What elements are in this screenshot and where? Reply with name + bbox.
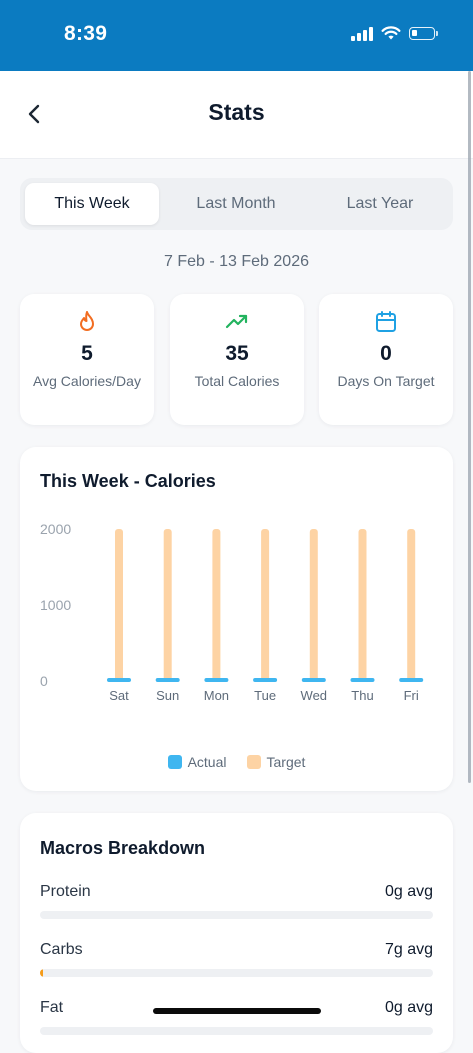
x-tick-label: Thu (351, 688, 373, 703)
app-header: Stats (0, 71, 473, 159)
stat-value: 5 (81, 342, 93, 365)
status-bar: 8:39 (0, 0, 473, 71)
actual-bar (253, 678, 278, 682)
target-bar (407, 529, 416, 681)
stat-card-days-on-target: 0 Days On Target (319, 294, 453, 425)
x-tick-label: Sat (109, 688, 129, 703)
flame-icon (80, 311, 94, 331)
chart-title: This Week - Calories (40, 471, 216, 491)
status-time: 8:39 (64, 22, 108, 45)
page-title: Stats (208, 99, 265, 125)
status-icons (351, 25, 438, 41)
legend-swatch-target (246, 755, 261, 769)
legend-swatch-actual (167, 755, 182, 769)
trending-up-icon (225, 314, 248, 329)
macros-title: Macros Breakdown (40, 838, 206, 858)
legend-label-actual: Actual (187, 754, 227, 770)
stat-label: Total Calories (194, 373, 280, 389)
actual-bar (204, 678, 229, 682)
y-tick-label: 1000 (40, 597, 71, 613)
x-tick-label: Mon (204, 688, 229, 703)
macro-progress-track (40, 969, 433, 977)
legend-label-target: Target (266, 754, 306, 770)
target-bar (309, 529, 318, 681)
battery-icon (409, 26, 438, 40)
tab-this-week[interactable]: This Week (25, 183, 159, 225)
scrollbar[interactable] (468, 71, 471, 783)
legend-item-actual: Actual (167, 754, 227, 770)
back-arrow-icon[interactable] (22, 101, 48, 127)
macro-name: Fat (40, 999, 64, 1016)
actual-bar (155, 678, 180, 682)
macro-amount: 7g avg (384, 941, 433, 958)
target-bar (163, 529, 172, 681)
macro-progress-fill (40, 969, 43, 977)
y-tick-label: 2000 (40, 521, 71, 537)
stat-label: Days On Target (337, 373, 435, 389)
stat-value: 35 (225, 342, 249, 365)
actual-bar (350, 678, 375, 682)
chart-legend: Actual Target (20, 754, 453, 770)
stat-label: Avg Calories/Day (33, 373, 141, 389)
x-tick-label: Fri (404, 688, 419, 703)
macro-amount: 0g avg (384, 883, 433, 900)
tab-last-year[interactable]: Last Year (346, 195, 414, 212)
period-tabs: This Week Last Month Last Year (20, 178, 453, 230)
y-tick-label: 0 (40, 673, 48, 689)
stat-card-total-calories: 35 Total Calories (170, 294, 304, 425)
macro-name: Carbs (40, 941, 83, 958)
macro-progress-track (40, 911, 433, 919)
target-bar (115, 529, 123, 681)
calories-bar-chart: 2000 1000 0 Sat Sun Mon Tue Wed Thu Fri (40, 521, 424, 703)
legend-item-target: Target (246, 754, 306, 770)
target-bar (358, 529, 367, 681)
x-tick-label: Tue (254, 688, 276, 703)
actual-bar (301, 678, 326, 682)
macro-amount: 0g avg (384, 999, 433, 1016)
wifi-icon (381, 25, 401, 39)
macros-card: Macros Breakdown Protein 0g avg Carbs 7g… (20, 813, 453, 1053)
macro-progress-track (40, 1027, 433, 1035)
calories-chart-card: This Week - Calories 2000 1000 0 Sat Sun Mon T… (20, 447, 453, 791)
date-range: 7 Feb - 13 Feb 2026 (164, 253, 309, 270)
tab-last-month[interactable]: Last Month (196, 195, 276, 212)
target-bar (261, 529, 270, 681)
stat-value: 0 (380, 342, 392, 365)
cellular-signal-icon (351, 25, 373, 41)
x-tick-label: Wed (301, 688, 328, 703)
target-bar (212, 529, 221, 681)
actual-bar (399, 678, 424, 682)
actual-bar (107, 678, 131, 682)
home-indicator[interactable] (153, 1008, 321, 1014)
calendar-icon (376, 311, 396, 332)
stat-card-avg-calories: 5 Avg Calories/Day (20, 294, 154, 425)
x-tick-label: Sun (156, 688, 179, 703)
macro-name: Protein (40, 883, 91, 900)
